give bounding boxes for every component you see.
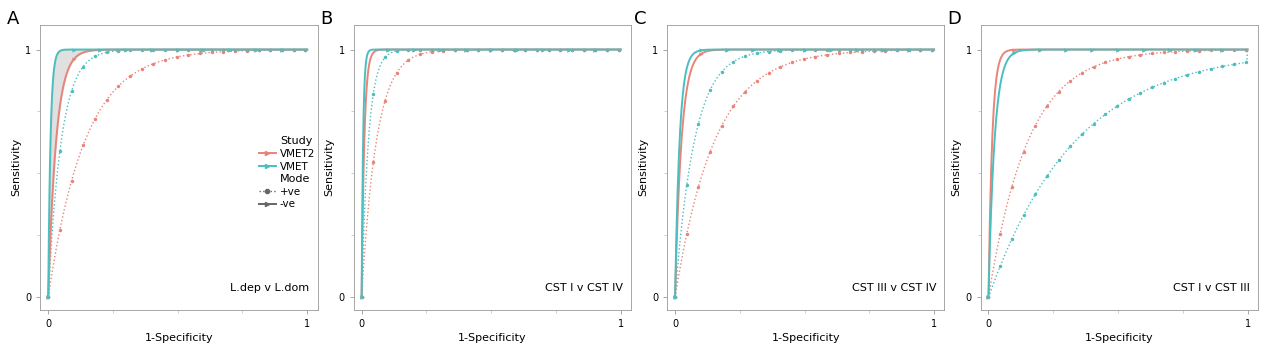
Text: L.dep v L.dom: L.dep v L.dom — [230, 282, 310, 293]
Y-axis label: Sensitivity: Sensitivity — [952, 138, 962, 196]
Text: A: A — [8, 11, 19, 28]
Text: CST I v CST IV: CST I v CST IV — [544, 282, 623, 293]
Text: CST III v CST IV: CST III v CST IV — [851, 282, 937, 293]
Text: B: B — [321, 11, 332, 28]
Y-axis label: Sensitivity: Sensitivity — [638, 138, 648, 196]
Text: C: C — [634, 11, 646, 28]
Text: D: D — [948, 11, 962, 28]
X-axis label: 1-Specificity: 1-Specificity — [1085, 333, 1154, 343]
Legend: Study, VMET2, VMET, Mode, +ve, -ve: Study, VMET2, VMET, Mode, +ve, -ve — [259, 136, 315, 210]
X-axis label: 1-Specificity: 1-Specificity — [145, 333, 213, 343]
X-axis label: 1-Specificity: 1-Specificity — [458, 333, 527, 343]
Text: CST I v CST III: CST I v CST III — [1173, 282, 1250, 293]
Y-axis label: Sensitivity: Sensitivity — [11, 138, 22, 196]
X-axis label: 1-Specificity: 1-Specificity — [772, 333, 840, 343]
Y-axis label: Sensitivity: Sensitivity — [325, 138, 335, 196]
